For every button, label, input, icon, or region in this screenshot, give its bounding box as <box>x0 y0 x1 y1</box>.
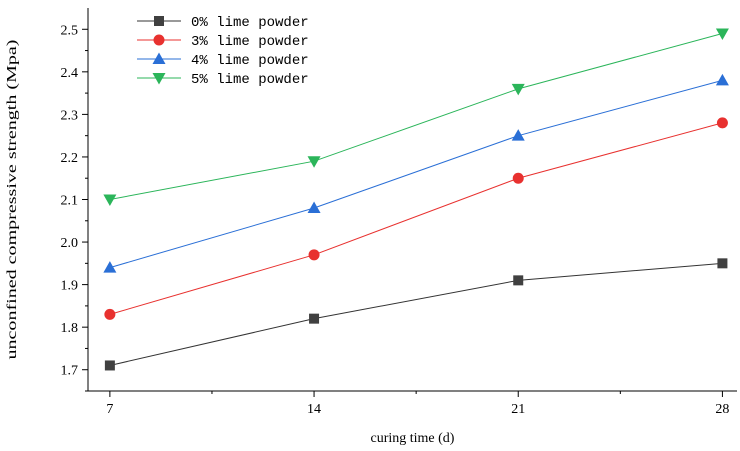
y-tick-label: 1.8 <box>61 321 79 336</box>
marker-triangle-up <box>152 52 166 64</box>
marker-triangle-down <box>511 83 525 96</box>
legend-item: 3% lime powder <box>137 34 309 50</box>
series-line <box>109 33 723 200</box>
y-tick-label: 1.7 <box>61 364 79 379</box>
series-line <box>109 262 723 366</box>
marker-square <box>309 313 320 324</box>
y-tick-label: 2.3 <box>61 108 79 123</box>
marker-circle <box>153 34 165 46</box>
legend-label: 3% lime powder <box>191 34 309 50</box>
marker-circle <box>104 308 116 320</box>
marker-circle <box>716 117 728 129</box>
marker-circle <box>512 172 524 184</box>
legend-item: 4% lime powder <box>137 52 309 69</box>
series-1 <box>104 117 728 320</box>
marker-triangle-up <box>103 261 117 273</box>
series-line <box>109 122 723 315</box>
x-axis-title: curing time (d) <box>371 431 455 446</box>
series-line <box>109 79 723 269</box>
y-tick-label: 2.0 <box>61 236 79 251</box>
legend-label: 4% lime powder <box>191 53 309 69</box>
marker-triangle-down <box>307 156 321 168</box>
marker-triangle-up <box>307 201 321 214</box>
y-tick-label: 1.9 <box>61 279 79 294</box>
legend-item: 5% lime powder <box>137 72 309 88</box>
series-0 <box>104 258 728 371</box>
legend-label: 5% lime powder <box>191 72 309 88</box>
x-tick-label: 28 <box>715 402 729 417</box>
series-layer <box>103 28 729 371</box>
y-tick-label: 2.1 <box>61 194 79 209</box>
legend: 0% lime powder 3% lime powder 4% lime powd… <box>137 15 309 88</box>
x-tick-label: 14 <box>307 402 321 417</box>
y-axis-title: unconfined compressive strength (Mpa) <box>5 39 20 359</box>
x-tick-label: 7 <box>106 402 113 417</box>
y-tick-label: 2.4 <box>61 66 79 81</box>
marker-triangle-up <box>511 129 525 141</box>
series-3 <box>103 28 729 206</box>
marker-triangle-down <box>152 73 166 85</box>
marker-circle <box>308 249 320 261</box>
marker-triangle-down <box>715 28 729 41</box>
legend-label: 0% lime powder <box>191 15 309 31</box>
legend-item: 0% lime powder <box>137 15 309 31</box>
marker-square <box>717 258 728 269</box>
y-tick-label: 2.2 <box>61 151 79 166</box>
marker-triangle-down <box>103 194 117 206</box>
axes: 7 14 21 28 1.7 1.8 1.9 2.0 2.1 2.2 2.3 2.4 2.5 <box>61 8 737 417</box>
x-tick-label: 21 <box>511 402 525 417</box>
marker-square <box>513 275 524 286</box>
marker-square <box>104 360 115 371</box>
marker-square <box>154 16 164 26</box>
marker-triangle-up <box>715 73 729 86</box>
series-2 <box>103 73 729 273</box>
y-tick-label: 2.5 <box>61 23 79 38</box>
